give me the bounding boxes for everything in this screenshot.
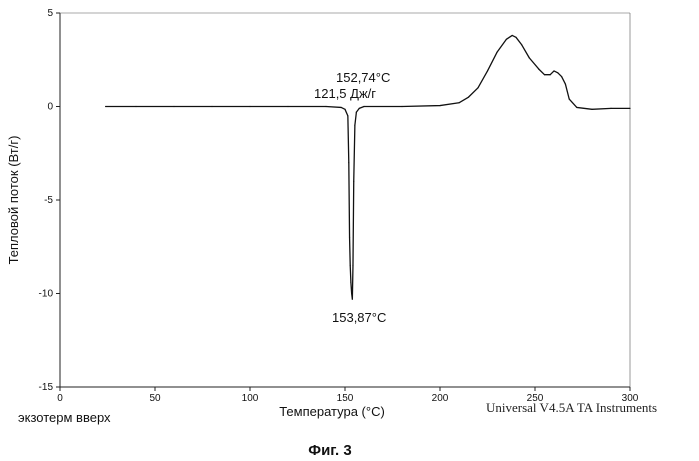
heat-flow-point [529, 57, 530, 58]
exotherm-label: экзотерм вверх [18, 410, 111, 425]
x-tick-label: 150 [337, 393, 354, 404]
heat-flow-point [249, 106, 250, 107]
heat-flow-point [439, 105, 440, 106]
heat-flow-point [538, 69, 539, 70]
heat-flow-point [348, 162, 349, 163]
heat-flow-point [349, 237, 350, 238]
heat-flow-point [468, 97, 469, 98]
y-tick-label: -10 [39, 289, 54, 300]
heat-flow-point [550, 74, 551, 75]
x-axis-title: Температура (°C) [279, 404, 385, 419]
heat-flow-point [629, 108, 630, 109]
heat-flow-point [287, 106, 288, 107]
heat-flow-point [512, 35, 513, 36]
heat-flow-point [506, 39, 507, 40]
heat-flow-point [496, 52, 497, 53]
heat-flow-point [610, 108, 611, 109]
y-ticks: 5 0 -5 -10 -15 [39, 8, 60, 393]
heat-flow-point [344, 109, 345, 110]
peak-bottom-temp-label: 153,87°C [332, 310, 386, 325]
heat-flow-point [352, 265, 353, 266]
heat-flow-point [515, 37, 516, 38]
y-tick-label: -15 [39, 382, 54, 393]
heat-flow-point [347, 115, 348, 116]
heat-flow-point [553, 70, 554, 71]
heat-flow-point [350, 282, 351, 283]
heat-flow-point [487, 70, 488, 71]
heat-flow-point [544, 74, 545, 75]
x-tick-label: 200 [432, 393, 449, 404]
heat-flow-point [105, 106, 106, 107]
heat-flow-point [211, 106, 212, 107]
y-tick-label: 5 [47, 8, 53, 19]
y-tick-label: -5 [44, 195, 53, 206]
heat-flow-point [354, 125, 355, 126]
figure-caption: Фиг. 3 [308, 442, 351, 459]
enthalpy-label: 121,5 Дж/г [314, 86, 376, 101]
peak-top-temp-label: 152,74°C [336, 70, 390, 85]
heat-flow-point [173, 106, 174, 107]
instrument-label: Universal V4.5A TA Instruments [486, 400, 657, 415]
heat-flow-point [356, 112, 357, 113]
heat-flow-point [561, 76, 562, 77]
heat-flow-point [350, 265, 351, 266]
heat-flow-point [557, 72, 558, 73]
heat-flow-point [401, 106, 402, 107]
y-axis-title: Тепловой поток (Вт/г) [6, 136, 21, 265]
heat-flow-point [591, 109, 592, 110]
heat-flow-point [363, 106, 364, 107]
heat-flow-point [135, 106, 136, 107]
heat-flow-point [325, 106, 326, 107]
heat-flow-point [565, 83, 566, 84]
heat-flow-point [458, 102, 459, 103]
x-tick-label: 0 [57, 393, 63, 404]
y-tick-label: 0 [47, 102, 53, 113]
heat-flow-point [477, 87, 478, 88]
heat-flow-point [576, 107, 577, 108]
heat-flow-point [569, 98, 570, 99]
heat-flow-point [352, 299, 353, 300]
heat-flow-point [351, 293, 352, 294]
heat-flow-point [359, 108, 360, 109]
heat-flow-point [341, 107, 342, 108]
heat-flow-point [353, 181, 354, 182]
heat-flow-point [521, 44, 522, 45]
x-tick-label: 100 [242, 393, 259, 404]
x-tick-label: 50 [149, 393, 161, 404]
